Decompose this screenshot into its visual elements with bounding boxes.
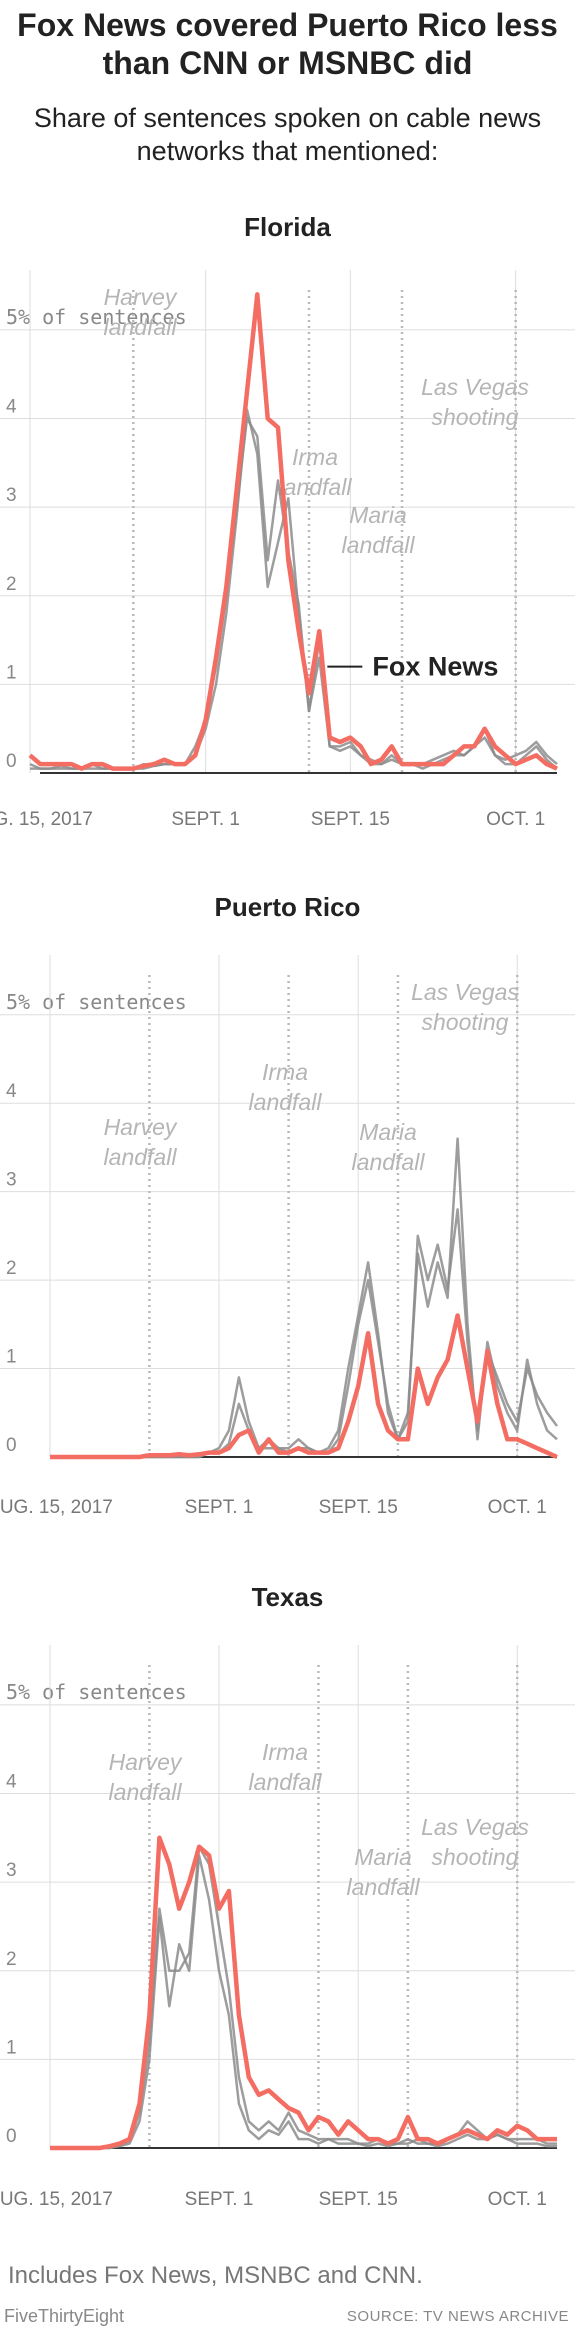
event-label: landfall xyxy=(249,1089,323,1115)
x-tick-label: AUG. 15, 2017 xyxy=(0,2189,113,2210)
x-tick-label: AUG. 15, 2017 xyxy=(0,809,93,830)
y-tick-label: 5% of sentences xyxy=(6,305,187,329)
event-label: shooting xyxy=(432,404,519,430)
y-tick-label: 4 xyxy=(6,397,17,418)
event-label: landfall xyxy=(104,1144,178,1170)
series-line-fox-news xyxy=(28,292,558,771)
event-label: Irma xyxy=(262,1059,308,1085)
event-label: landfall xyxy=(279,474,353,500)
chart-title: Puerto Rico xyxy=(214,892,361,922)
y-tick-label: 3 xyxy=(6,485,17,506)
event-label: landfall xyxy=(352,1149,426,1175)
event-label: landfall xyxy=(347,1874,421,1900)
chart-title: Texas xyxy=(251,1582,324,1612)
event-label: Maria xyxy=(359,1119,417,1145)
x-tick-label: OCT. 1 xyxy=(488,1497,547,1518)
chart-svg: 0 1 2 3 4 5% of sentences AUG. 15, 2017 SEPT. 1… xyxy=(0,1645,575,2210)
x-tick-label: OCT. 1 xyxy=(488,2189,547,2210)
event-label: Harvey xyxy=(104,1114,178,1140)
x-tick-label: SEPT. 1 xyxy=(171,809,240,830)
y-tick-label: 1 xyxy=(6,2037,17,2058)
y-tick-label: 5% of sentences xyxy=(6,1680,187,1704)
x-tick-label: OCT. 1 xyxy=(486,809,545,830)
y-tick-label: 4 xyxy=(6,1772,17,1793)
credit: FiveThirtyEight xyxy=(4,2306,125,2326)
event-label: Las Vegas xyxy=(421,1814,529,1840)
series-line-cnn xyxy=(50,1208,558,1459)
event-label: shooting xyxy=(432,1844,519,1870)
chart-title: Florida xyxy=(244,212,331,242)
chart-svg: 0 1 2 3 4 5% of sentences AUG. 15, 2017 SEPT. 1… xyxy=(0,955,575,1518)
event-label: Harvey xyxy=(104,284,178,310)
event-label: Irma xyxy=(292,444,338,470)
headline: Fox News covered Puerto Rico less than C… xyxy=(17,7,558,81)
y-tick-label: 0 xyxy=(6,1435,17,1456)
y-tick-label: 2 xyxy=(6,1258,17,1279)
annotation-label: Fox News xyxy=(372,652,498,682)
y-tick-label: 2 xyxy=(6,1949,17,1970)
y-tick-label: 0 xyxy=(6,2126,17,2147)
x-tick-label: SEPT. 15 xyxy=(311,809,390,830)
y-tick-label: 0 xyxy=(6,751,17,772)
y-tick-label: 3 xyxy=(6,1170,17,1191)
series-line-msnbc xyxy=(50,1854,557,2150)
subhead: Share of sentences spoken on cable news … xyxy=(33,103,542,166)
chart-puerto-rico: Puerto Rico 0 1 2 3 4 5% of sentences AUG. 15,… xyxy=(0,875,575,1535)
chart-texas: Texas 0 1 2 3 4 5% of sentences AUG. 15, 2017 S… xyxy=(0,1565,575,2225)
x-tick-label: SEPT. 1 xyxy=(185,1497,254,1518)
series-line-fox-news xyxy=(50,1835,557,2151)
y-tick-label: 1 xyxy=(6,1347,17,1368)
event-label: landfall xyxy=(342,532,416,558)
footnote: Includes Fox News, MSNBC and CNN. xyxy=(8,2262,423,2289)
y-tick-label: 2 xyxy=(6,574,17,595)
event-label: landfall xyxy=(249,1769,323,1795)
x-tick-label: AUG. 15, 2017 xyxy=(0,1497,113,1518)
y-tick-label: 1 xyxy=(6,662,17,683)
series-line-fox-news xyxy=(50,1313,558,1460)
y-tick-label: 5% of sentences xyxy=(6,990,187,1014)
event-label: shooting xyxy=(422,1009,509,1035)
event-label: Maria xyxy=(349,502,407,528)
x-tick-label: SEPT. 1 xyxy=(185,2189,254,2210)
event-label: landfall xyxy=(104,314,178,340)
event-label: Irma xyxy=(262,1739,308,1765)
chart-florida: Florida 0 1 2 3 4 5% of sentences AUG. 15, 201… xyxy=(0,195,575,845)
source: SOURCE: TV NEWS ARCHIVE xyxy=(346,2308,569,2325)
event-label: Las Vegas xyxy=(421,374,529,400)
y-tick-label: 3 xyxy=(6,1860,17,1881)
y-tick-label: 4 xyxy=(6,1081,17,1102)
chart-svg: 0 1 2 3 4 5% of sentences AUG. 15, 2017 SEPT. 1… xyxy=(0,270,575,830)
event-label: Maria xyxy=(354,1844,412,1870)
x-tick-label: SEPT. 15 xyxy=(319,2189,398,2210)
series-line-cnn xyxy=(50,1845,557,2150)
event-label: Harvey xyxy=(109,1749,183,1775)
event-label: Las Vegas xyxy=(411,979,519,1005)
x-tick-label: SEPT. 15 xyxy=(319,1497,398,1518)
event-label: landfall xyxy=(109,1779,183,1805)
